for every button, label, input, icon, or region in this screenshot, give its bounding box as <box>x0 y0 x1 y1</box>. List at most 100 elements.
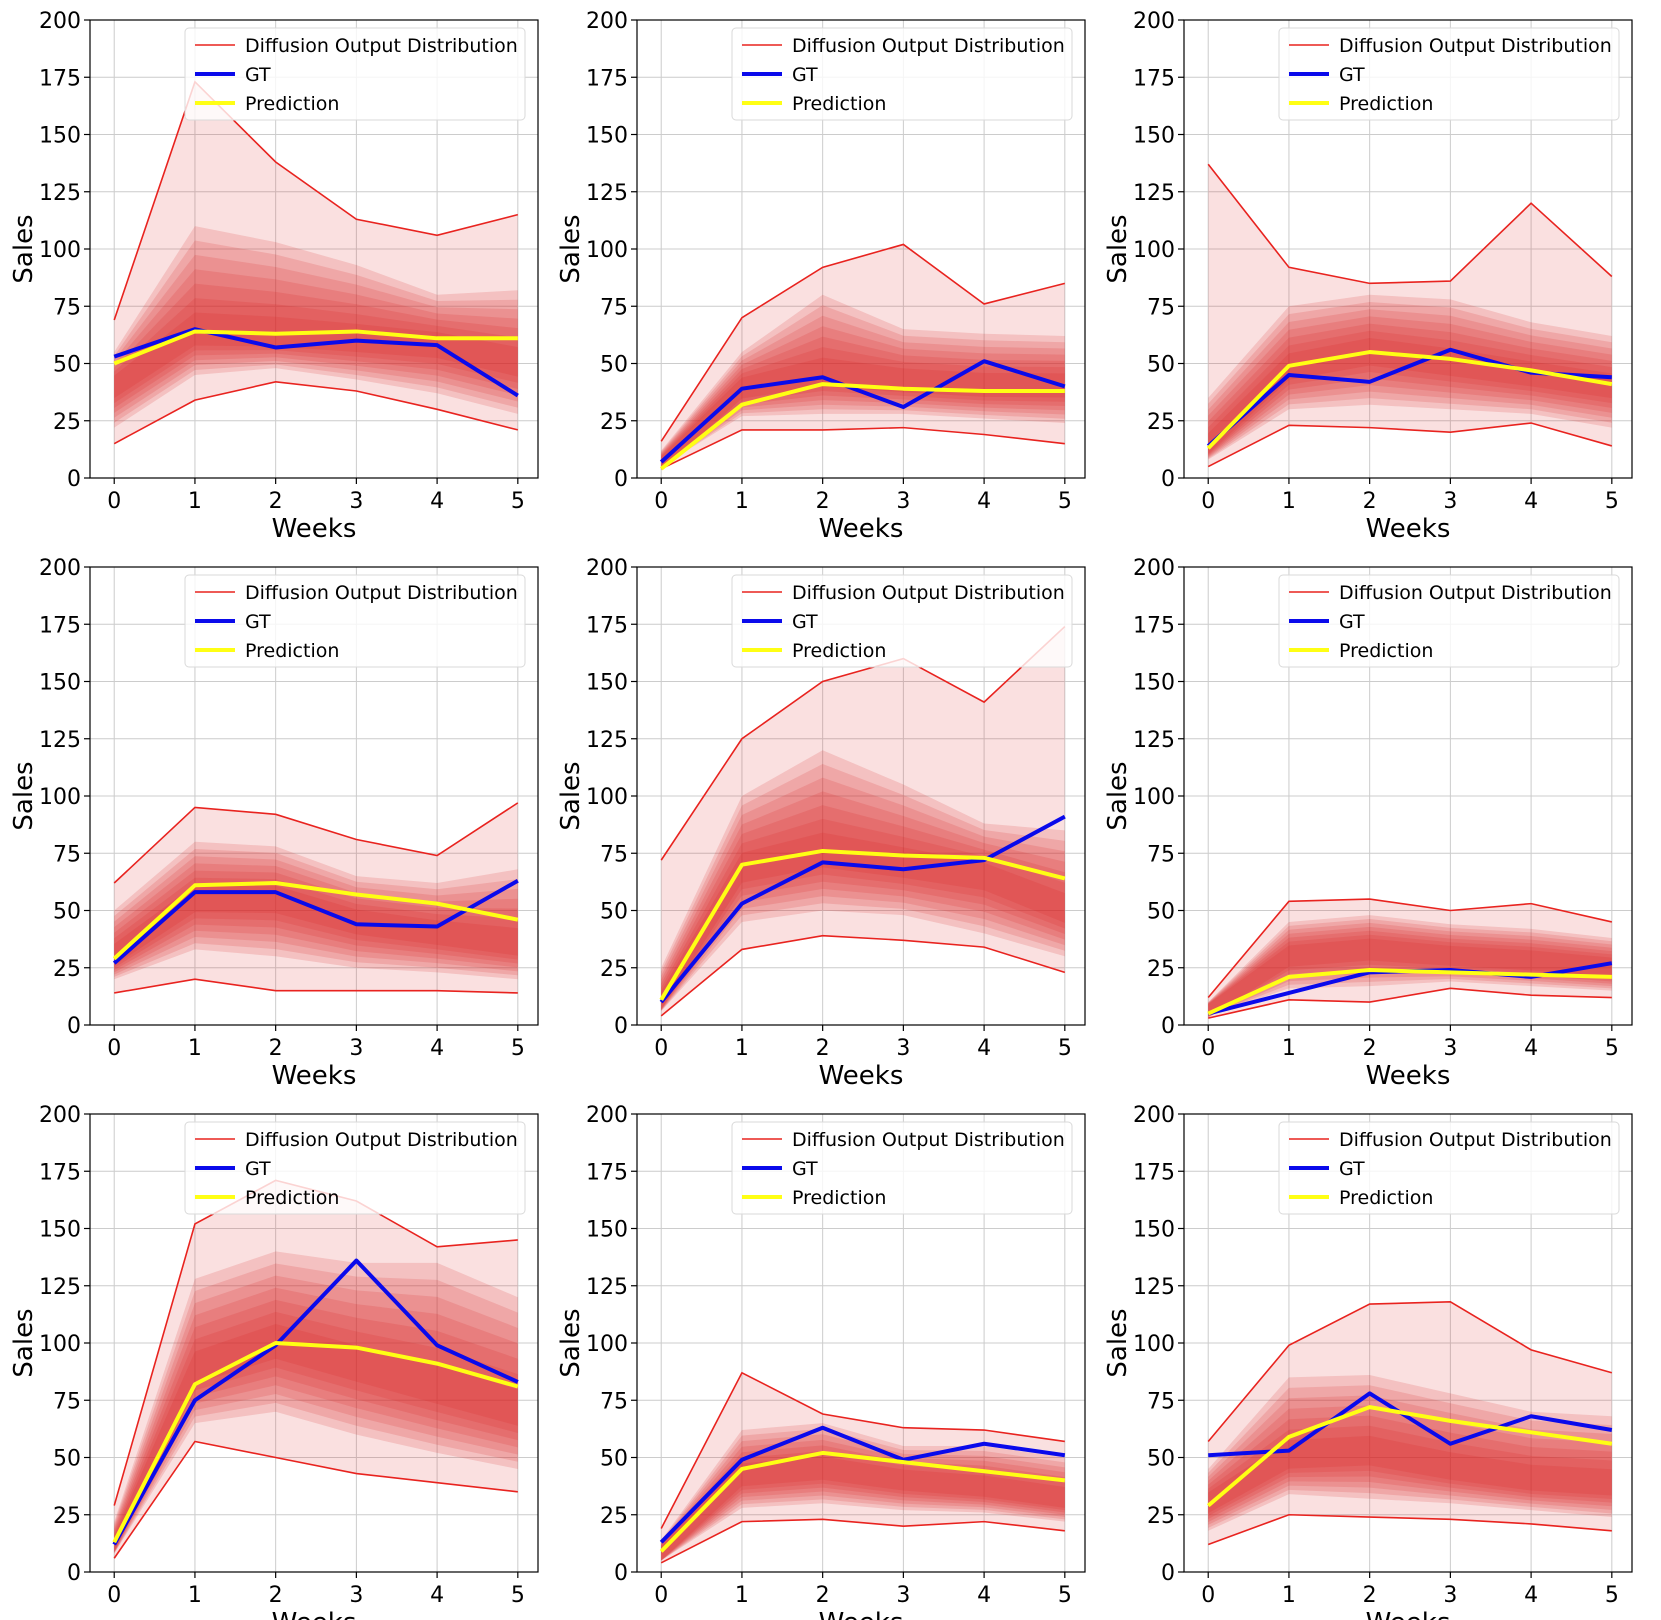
x-tick-label: 4 <box>977 1583 991 1608</box>
y-tick-label: 100 <box>1133 238 1175 263</box>
distribution-band-outer <box>114 802 518 993</box>
legend-box <box>184 27 526 121</box>
gt-line <box>659 1425 1066 1544</box>
prediction-line <box>1206 350 1613 450</box>
x-tick-label: 0 <box>107 1583 121 1608</box>
distribution-band-level-2 <box>114 848 518 977</box>
x-tick-label: 2 <box>269 1036 283 1061</box>
gt-line <box>113 327 519 398</box>
chart-panel-8: 0 25 50 75 100 125 150 175 200 0 1 2 3 4 5 Weeks Sales Di… <box>556 1103 1086 1620</box>
y-tick-label: 0 <box>67 1561 81 1586</box>
y-axis-label: Sales <box>9 1308 39 1377</box>
y-tick-label: 125 <box>586 1275 628 1300</box>
y-tick-label: 75 <box>1147 842 1175 867</box>
x-tick-label: 3 <box>1443 1036 1457 1061</box>
distribution-lower-line <box>113 381 519 445</box>
x-tick-label: 1 <box>188 1036 202 1061</box>
chart-panel-9: 0 25 50 75 100 125 150 175 200 0 1 2 3 4 5 Weeks Sales Di… <box>1103 1103 1633 1620</box>
x-tick-label: 2 <box>816 1583 830 1608</box>
y-tick-label: 200 <box>39 556 81 581</box>
y-tick-label: 0 <box>1161 1561 1175 1586</box>
x-tick-label: 5 <box>1605 1583 1619 1608</box>
distribution-band-level-1 <box>661 1423 1065 1561</box>
y-tick-label: 75 <box>53 1389 81 1414</box>
distribution-lower-line <box>660 426 1065 470</box>
distribution-band-level-6 <box>661 818 1065 1010</box>
y-tick-label: 125 <box>586 728 628 753</box>
distribution-band-level-3 <box>1208 309 1612 458</box>
legend-box <box>731 574 1073 668</box>
x-tick-label: 3 <box>349 1583 363 1608</box>
y-tick-label: 0 <box>614 1561 628 1586</box>
y-tick-label: 100 <box>586 238 628 263</box>
y-tick-label: 75 <box>53 842 81 867</box>
y-tick-label: 175 <box>39 66 81 91</box>
distribution-band-level-2 <box>1208 1385 1612 1528</box>
legend-prediction-label: Prediction <box>245 640 339 662</box>
x-tick-label: 4 <box>430 1583 444 1608</box>
legend-gt-label: GT <box>1339 611 1365 633</box>
distribution-band-level-2 <box>1208 301 1612 459</box>
prediction-line <box>659 382 1065 471</box>
y-tick-label: 175 <box>586 1160 628 1185</box>
legend-prediction-label: Prediction <box>245 93 339 115</box>
x-tick-label: 2 <box>1363 489 1377 514</box>
legend-distribution-label: Diffusion Output Distribution <box>792 582 1065 604</box>
x-tick-label: 0 <box>654 1583 668 1608</box>
y-axis-label: Sales <box>556 214 586 283</box>
distribution-band-level-6 <box>114 298 518 404</box>
legend-gt-label: GT <box>1339 64 1365 86</box>
y-tick-label: 75 <box>600 295 628 320</box>
distribution-band-level-5 <box>661 336 1065 470</box>
x-tick-label: 3 <box>896 1583 910 1608</box>
y-tick-label: 25 <box>53 410 81 435</box>
distribution-band-level-4 <box>114 269 518 413</box>
y-tick-label: 50 <box>53 353 81 378</box>
distribution-lower-line <box>1208 987 1612 1019</box>
y-tick-label: 175 <box>1133 1160 1175 1185</box>
distribution-band-level-5 <box>661 1445 1065 1561</box>
distribution-band-level-5 <box>114 1299 518 1553</box>
y-tick-label: 150 <box>39 671 81 696</box>
legend-gt-label: GT <box>792 1158 818 1180</box>
y-tick-label: 75 <box>600 842 628 867</box>
y-tick-label: 150 <box>39 1218 81 1243</box>
y-tick-label: 75 <box>1147 1389 1175 1414</box>
x-tick-label: 5 <box>1058 1036 1072 1061</box>
y-tick-label: 100 <box>39 238 81 263</box>
y-tick-label: 50 <box>53 1447 81 1472</box>
distribution-upper-line <box>1207 898 1612 999</box>
legend-distribution-label: Diffusion Output Distribution <box>792 1129 1065 1151</box>
legend-prediction-label: Prediction <box>792 1187 886 1209</box>
x-axis-label: Weeks <box>819 514 904 544</box>
chart-panel-1: 0 25 50 75 100 125 150 175 200 0 1 2 3 4 5 Weeks Sales Di… <box>9 9 539 544</box>
x-axis-label: Weeks <box>272 1061 357 1091</box>
x-tick-label: 2 <box>816 489 830 514</box>
y-tick-label: 100 <box>586 785 628 810</box>
prediction-line <box>659 848 1066 1001</box>
x-tick-label: 2 <box>269 1583 283 1608</box>
y-tick-label: 0 <box>614 467 628 492</box>
distribution-band-level-6 <box>1208 934 1612 1018</box>
y-tick-label: 25 <box>600 957 628 982</box>
y-tick-label: 125 <box>39 181 81 206</box>
distribution-lower-line <box>660 1518 1065 1564</box>
x-tick-label: 1 <box>735 1036 749 1061</box>
x-tick-label: 2 <box>1363 1583 1377 1608</box>
distribution-band-outer <box>1208 1301 1612 1545</box>
x-tick-label: 4 <box>1524 489 1538 514</box>
distribution-band-level-3 <box>114 254 518 418</box>
legend-prediction-label: Prediction <box>1339 93 1433 115</box>
distribution-band-level-1 <box>114 226 518 428</box>
x-tick-label: 0 <box>654 1036 668 1061</box>
legend-prediction-label: Prediction <box>245 1187 339 1209</box>
gt-line <box>112 1258 519 1546</box>
y-tick-label: 200 <box>1133 556 1175 581</box>
y-tick-label: 75 <box>1147 295 1175 320</box>
distribution-band-level-3 <box>114 1275 518 1554</box>
distribution-band-level-4 <box>114 1287 518 1553</box>
x-tick-label: 4 <box>977 1036 991 1061</box>
x-tick-label: 4 <box>430 489 444 514</box>
distribution-band-level-5 <box>1208 323 1612 456</box>
y-tick-label: 125 <box>1133 728 1175 753</box>
